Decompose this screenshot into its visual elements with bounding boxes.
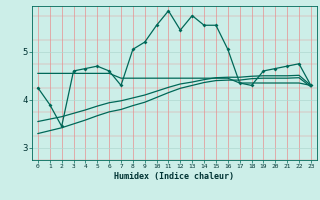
X-axis label: Humidex (Indice chaleur): Humidex (Indice chaleur)	[115, 172, 234, 181]
